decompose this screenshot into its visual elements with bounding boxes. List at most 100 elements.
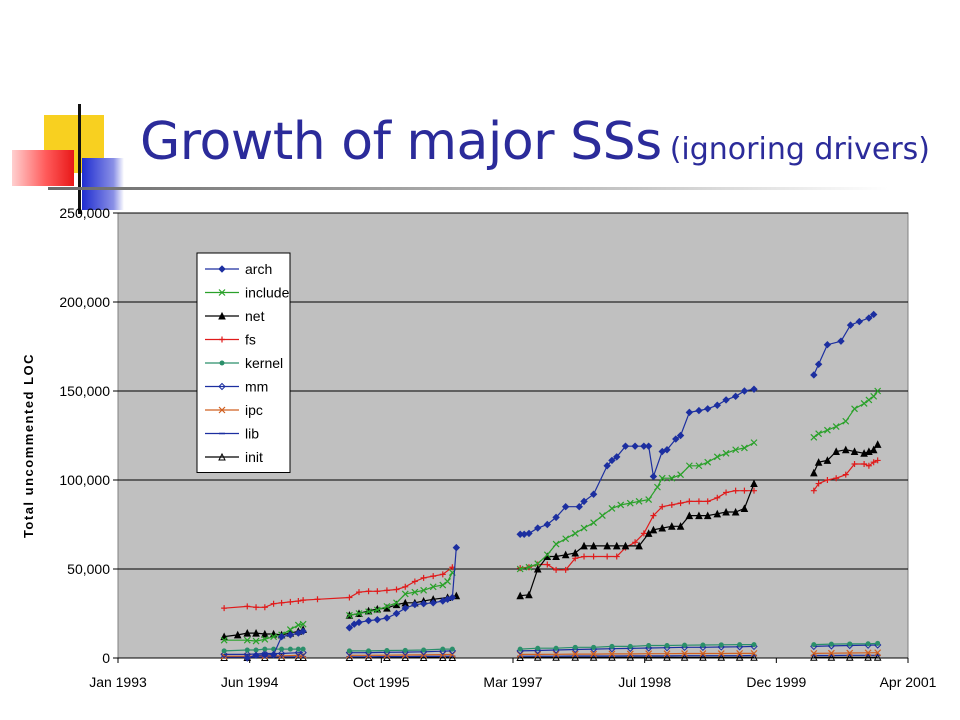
series-net-point xyxy=(635,541,643,550)
series-kernel-point xyxy=(535,645,541,651)
series-net-point xyxy=(649,525,658,534)
series-net-point xyxy=(823,456,832,464)
series-fs-line xyxy=(813,459,878,492)
series-fs-point xyxy=(865,462,872,469)
series-fs-point xyxy=(640,530,647,537)
series-kernel-point xyxy=(847,641,853,647)
series-fs-point xyxy=(810,487,817,494)
series-lib-line xyxy=(349,655,453,658)
series-net-point xyxy=(533,564,542,573)
series-fs-point xyxy=(695,498,702,505)
y-tick-label: 250,000 xyxy=(59,205,110,221)
series-ipc-point xyxy=(717,650,725,657)
series-init-point xyxy=(448,653,457,661)
series-kernel-point xyxy=(384,648,390,654)
series-net-point xyxy=(612,541,621,550)
series-fs-point xyxy=(870,459,877,466)
series-include-point xyxy=(626,499,634,507)
series-arch-point xyxy=(631,442,639,450)
series-kernel-point xyxy=(221,648,227,654)
series-fs-point xyxy=(815,480,822,487)
series-net-point xyxy=(850,447,859,456)
legend-marker-kernel xyxy=(219,360,225,366)
series-net-point xyxy=(703,511,712,520)
series-arch-point xyxy=(621,442,630,450)
series-include-point xyxy=(420,586,428,594)
series-include-point xyxy=(373,606,381,614)
series-ipc-point xyxy=(874,649,882,657)
title-underline xyxy=(48,187,888,190)
series-arch-point xyxy=(649,472,658,481)
series-ipc-point xyxy=(571,650,579,658)
series-net-point xyxy=(731,507,740,516)
series-kernel-point xyxy=(279,646,285,652)
series-arch-point xyxy=(846,321,855,329)
series-kernel-point xyxy=(244,647,250,653)
series-include-point xyxy=(865,396,873,404)
series-include-point xyxy=(677,471,685,479)
series-kernel-point xyxy=(262,646,268,652)
series-net-point xyxy=(873,440,882,448)
series-arch-point xyxy=(703,405,712,413)
series-include-point xyxy=(842,417,850,425)
series-arch-point xyxy=(261,651,269,659)
series-include-point xyxy=(516,565,524,573)
series-net-point xyxy=(552,552,560,561)
series-init-point xyxy=(644,653,653,661)
series-include-point xyxy=(658,474,666,482)
series-kernel-point xyxy=(287,646,293,652)
legend-marker-arch xyxy=(218,265,226,273)
series-init-point xyxy=(589,653,598,661)
legend-marker-net xyxy=(218,311,226,320)
series-include-point xyxy=(270,633,278,641)
x-tick-label: Mar 1997 xyxy=(483,674,542,690)
series-include-point xyxy=(393,599,400,607)
series-net-point xyxy=(740,504,749,512)
series-net-point xyxy=(589,541,598,550)
series-arch-point xyxy=(676,431,685,440)
series-ipc-point xyxy=(810,649,818,657)
series-kernel-point xyxy=(718,642,724,648)
series-fs-point xyxy=(824,477,831,483)
y-tick-label: 150,000 xyxy=(59,383,110,399)
series-fs-point xyxy=(430,573,437,580)
series-include-point xyxy=(355,610,363,617)
series-ipc-point xyxy=(534,651,542,658)
series-arch-point xyxy=(750,385,758,393)
ornament-blue-square xyxy=(82,158,124,210)
series-fs-point xyxy=(604,553,611,560)
series-ipc-line xyxy=(520,652,754,656)
series-kernel-point xyxy=(664,643,670,649)
series-arch-point xyxy=(672,435,680,443)
series-kernel-point xyxy=(682,642,688,648)
series-kernel-point xyxy=(646,643,652,649)
series-include-point xyxy=(543,551,551,559)
series-kernel-point xyxy=(700,642,706,648)
series-fs-point xyxy=(861,460,868,467)
series-arch-point xyxy=(855,317,864,326)
legend-label-lib: lib xyxy=(245,426,259,442)
series-arch-point xyxy=(740,387,749,395)
x-tick-label: Jun 1994 xyxy=(221,674,279,690)
series-ipc-point xyxy=(846,649,854,657)
legend: arch include net fs kernel mm ipc lib init xyxy=(196,252,291,473)
series-init-point xyxy=(516,653,524,661)
series-arch-point xyxy=(299,627,307,636)
series-arch-point xyxy=(731,392,740,401)
series-net-point xyxy=(243,628,252,637)
series-ipc-point xyxy=(626,650,634,658)
series-fs-point xyxy=(287,598,294,605)
series-include-point xyxy=(383,602,391,610)
series-fs-point xyxy=(874,457,881,464)
series-include-point xyxy=(722,449,730,457)
series-fs-point xyxy=(723,489,730,496)
y-tick-label: 0 xyxy=(102,650,110,666)
series-net-point xyxy=(750,479,758,488)
series-fs-point xyxy=(686,498,693,505)
series-include-point xyxy=(713,453,721,461)
series-arch-point xyxy=(364,616,373,625)
series-fs-point xyxy=(221,605,228,612)
series-init-point xyxy=(608,653,616,661)
series-kernel xyxy=(221,640,881,654)
series-init-point xyxy=(419,653,428,661)
